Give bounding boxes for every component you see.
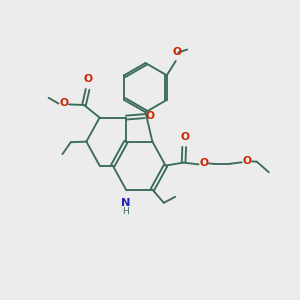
Text: O: O (84, 74, 93, 84)
Text: N: N (121, 198, 131, 208)
Text: O: O (146, 111, 154, 121)
Text: O: O (172, 47, 182, 57)
Text: O: O (199, 158, 208, 168)
Text: O: O (59, 98, 68, 108)
Text: H: H (123, 207, 129, 216)
Text: O: O (242, 156, 251, 166)
Text: O: O (180, 132, 189, 142)
